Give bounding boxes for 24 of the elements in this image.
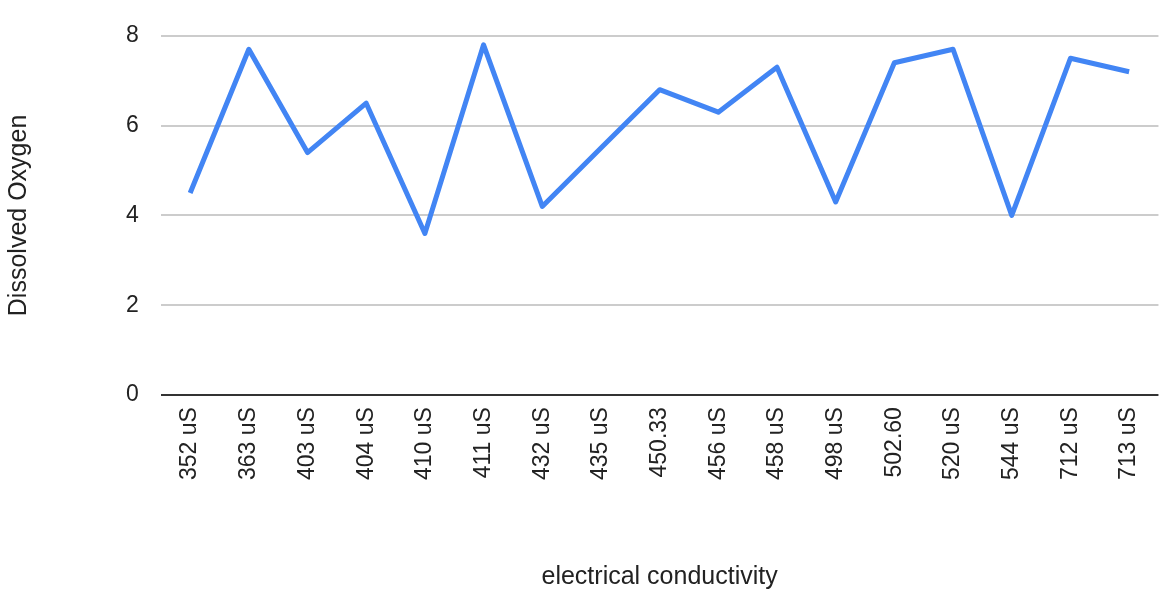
y-tick-label: 6 — [125, 110, 139, 137]
x-tick-label: 544 uS — [997, 407, 1024, 481]
y-tick-label: 0 — [125, 380, 139, 407]
x-tick-label: 520 uS — [938, 407, 965, 481]
x-tick-label: 432 uS — [527, 407, 554, 481]
x-tick-label: 410 uS — [410, 407, 437, 481]
x-tick-label: 435 uS — [586, 407, 613, 481]
x-tick-label: 363 uS — [234, 407, 261, 481]
x-tick-label: 352 uS — [175, 407, 202, 481]
x-tick-label: 403 uS — [292, 407, 319, 481]
y-axis-title: Dissolved Oxygen — [2, 114, 31, 317]
x-tick-label: 498 uS — [821, 407, 848, 481]
x-tick-label: 456 uS — [703, 407, 730, 481]
x-tick-label: 502.60 — [879, 407, 906, 478]
y-tick-label: 2 — [125, 290, 139, 317]
x-tick-label: 404 uS — [351, 407, 378, 481]
x-tick-label: 450.33 — [644, 407, 671, 478]
x-tick-label: 712 uS — [1055, 407, 1082, 481]
y-tick-label: 4 — [125, 200, 139, 227]
x-tick-label: 458 uS — [762, 407, 789, 481]
x-axis-title: electrical conductivity — [541, 560, 779, 589]
x-tick-label: 713 uS — [1114, 407, 1141, 481]
x-tick-label: 411 uS — [468, 407, 495, 479]
y-tick-label: 8 — [125, 21, 139, 48]
